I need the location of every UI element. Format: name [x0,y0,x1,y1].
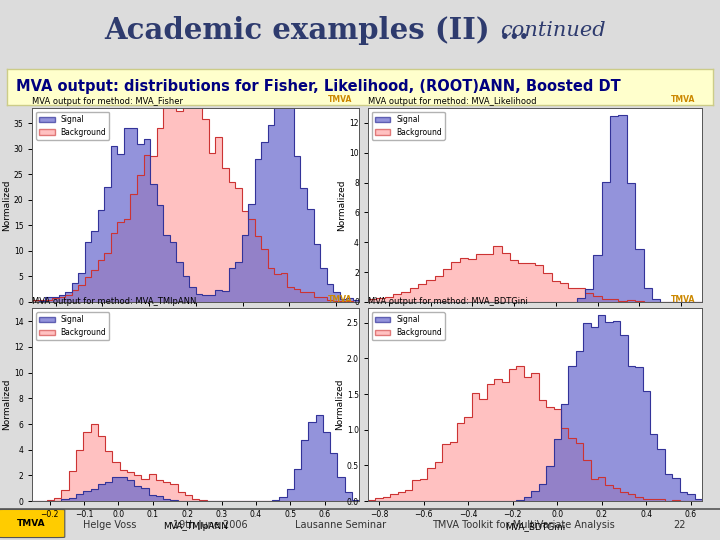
Text: TMVA Toolkit for MultiVariate Analysis: TMVA Toolkit for MultiVariate Analysis [432,520,615,530]
Polygon shape [368,114,702,302]
Y-axis label: Normalized: Normalized [2,379,11,430]
Text: MVA output for method: MVA_Likelihood: MVA output for method: MVA_Likelihood [368,97,536,106]
Text: continued: continued [500,21,606,40]
X-axis label: MVA_Likelihood: MVA_Likelihood [500,323,570,332]
Text: MVA output for method: MVA_TMlpANN: MVA output for method: MVA_TMlpANN [32,297,197,306]
Legend: Signal, Background: Signal, Background [36,112,109,140]
Text: MVA output: distributions for Fisher, Likelihood, (ROOT)ANN, Boosted DT: MVA output: distributions for Fisher, Li… [16,79,621,94]
Legend: Signal, Background: Signal, Background [372,112,445,140]
Y-axis label: Normalized: Normalized [2,179,11,231]
Polygon shape [368,315,702,501]
Polygon shape [32,88,359,302]
FancyBboxPatch shape [0,509,65,537]
Polygon shape [368,246,702,302]
Text: Academic examples (II) …: Academic examples (II) … [104,16,529,45]
Text: Lausanne Seminar: Lausanne Seminar [295,520,387,530]
Text: 22: 22 [673,520,685,530]
Text: TMVA: TMVA [328,295,353,305]
Legend: Signal, Background: Signal, Background [372,312,445,340]
Polygon shape [32,98,359,302]
Text: TMVA: TMVA [671,95,696,104]
Text: MVA output for method: MVA_BDTGini: MVA output for method: MVA_BDTGini [368,297,528,306]
X-axis label: MVA_TMlpANN: MVA_TMlpANN [163,522,228,531]
Polygon shape [32,415,359,501]
Text: 19th June 2006: 19th June 2006 [173,520,248,530]
Legend: Signal, Background: Signal, Background [36,312,109,340]
Y-axis label: Normalized: Normalized [338,179,346,231]
Y-axis label: Normalized: Normalized [335,379,344,430]
Text: MVA output for method: MVA_Fisher: MVA output for method: MVA_Fisher [32,97,184,106]
Text: TMVA: TMVA [17,518,45,528]
Text: TMVA: TMVA [671,295,696,305]
Text: Helge Voss: Helge Voss [83,520,136,530]
Text: TMVA: TMVA [328,95,353,104]
Polygon shape [368,366,702,501]
X-axis label: MVA_Fisher: MVA_Fisher [171,323,221,332]
Polygon shape [32,424,359,501]
X-axis label: MVA_BDTGini: MVA_BDTGini [505,522,565,531]
